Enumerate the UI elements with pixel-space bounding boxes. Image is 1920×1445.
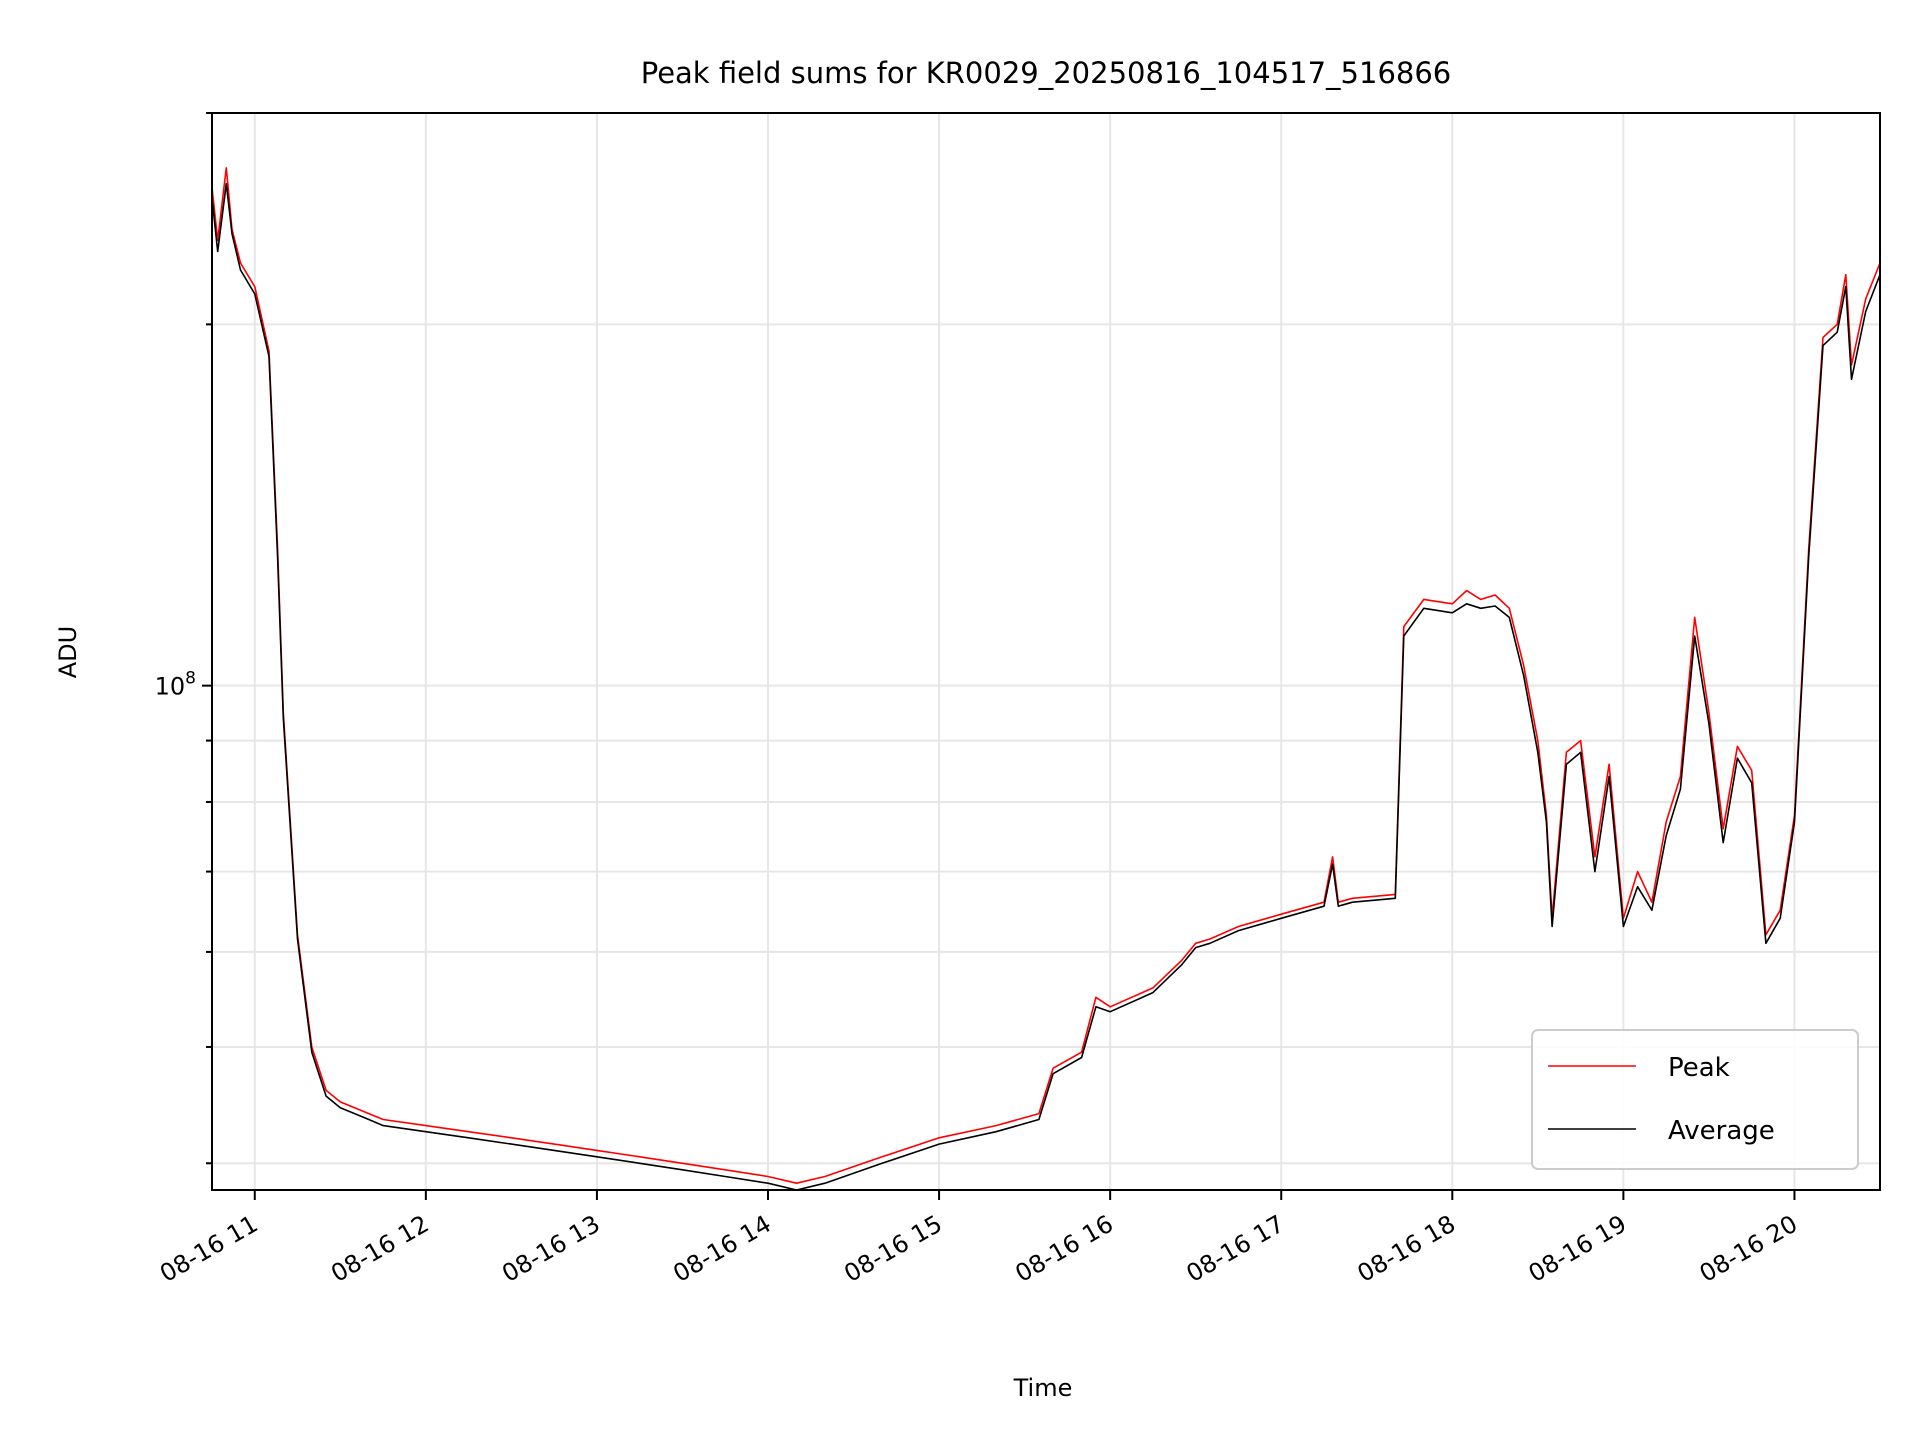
- y-axis-ticks: 108: [155, 112, 212, 1165]
- series-line-average: [211, 182, 1881, 1191]
- grid: [212, 112, 1880, 1190]
- y-axis-label: ADU: [54, 626, 82, 678]
- legend-label-peak: Peak: [1668, 1053, 1730, 1083]
- y-tick-label: 108: [155, 669, 196, 701]
- legend-box: [1531, 1029, 1859, 1170]
- x-axis-label: Time: [1013, 1374, 1073, 1402]
- series-group: [211, 167, 1881, 1191]
- plot-frame: [211, 112, 1881, 1191]
- chart-title: Peak field sums for KR0029_20250816_1045…: [641, 56, 1452, 90]
- series-line-peak: [211, 167, 1881, 1184]
- legend: Peak Average: [1531, 1029, 1859, 1170]
- legend-label-average: Average: [1668, 1116, 1775, 1146]
